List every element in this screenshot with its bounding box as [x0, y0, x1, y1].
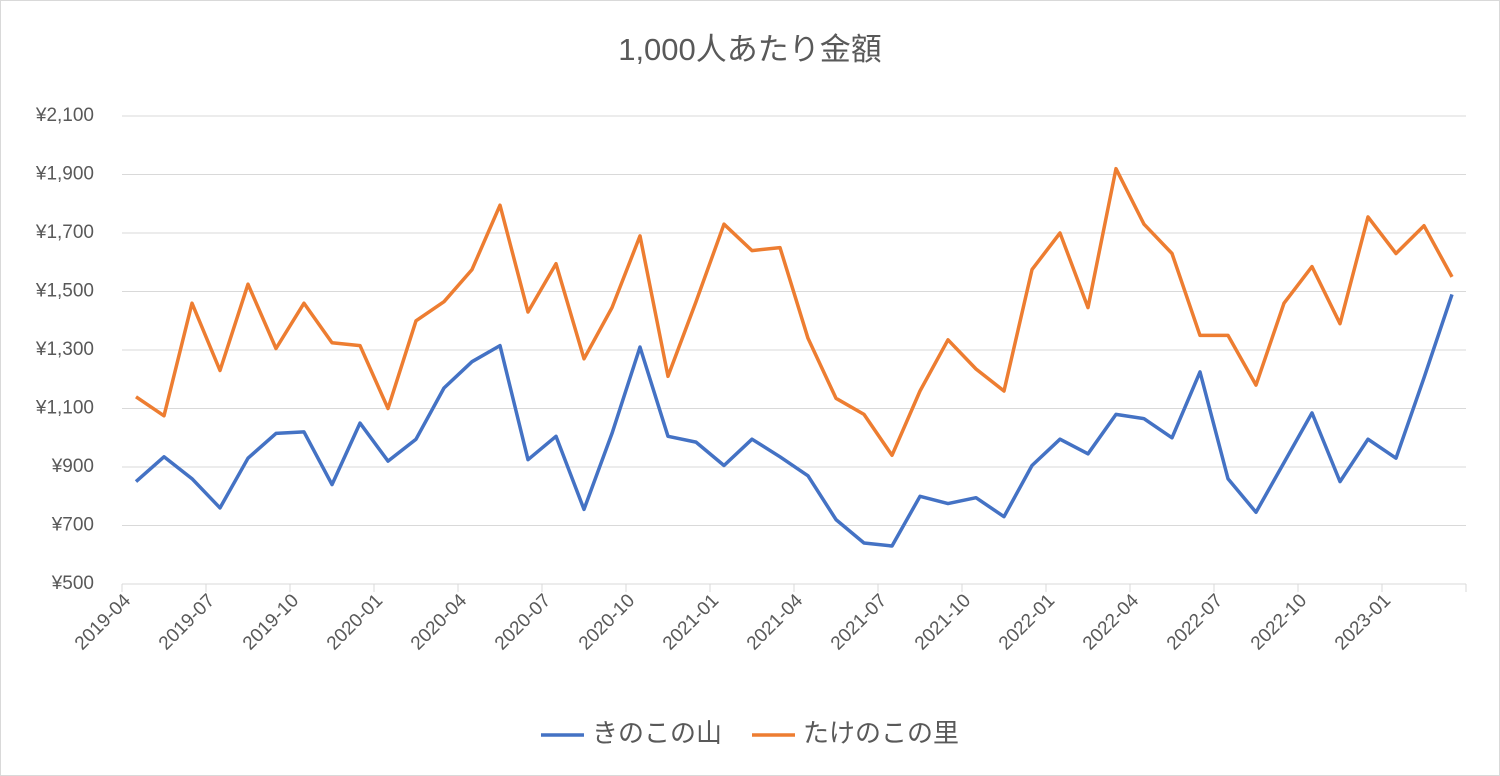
y-tick-label: ¥700	[51, 515, 94, 536]
y-tick-label: ¥1,900	[35, 164, 94, 185]
y-tick-label: ¥1,100	[35, 398, 94, 419]
chart-title: 1,000人あたり金額	[618, 32, 882, 67]
series-line	[134, 293, 1454, 548]
y-tick-label: ¥1,700	[35, 222, 94, 243]
y-tick-label: ¥900	[51, 456, 94, 477]
y-tick-label: ¥500	[51, 573, 94, 594]
y-tick-label: ¥1,300	[35, 339, 94, 360]
series-line	[135, 166, 1454, 458]
legend-label: きのこの山	[592, 718, 722, 748]
y-tick-label: ¥1,500	[35, 281, 94, 302]
legend-label: たけのこの里	[803, 718, 959, 748]
y-tick-label: ¥2,100	[35, 105, 94, 126]
